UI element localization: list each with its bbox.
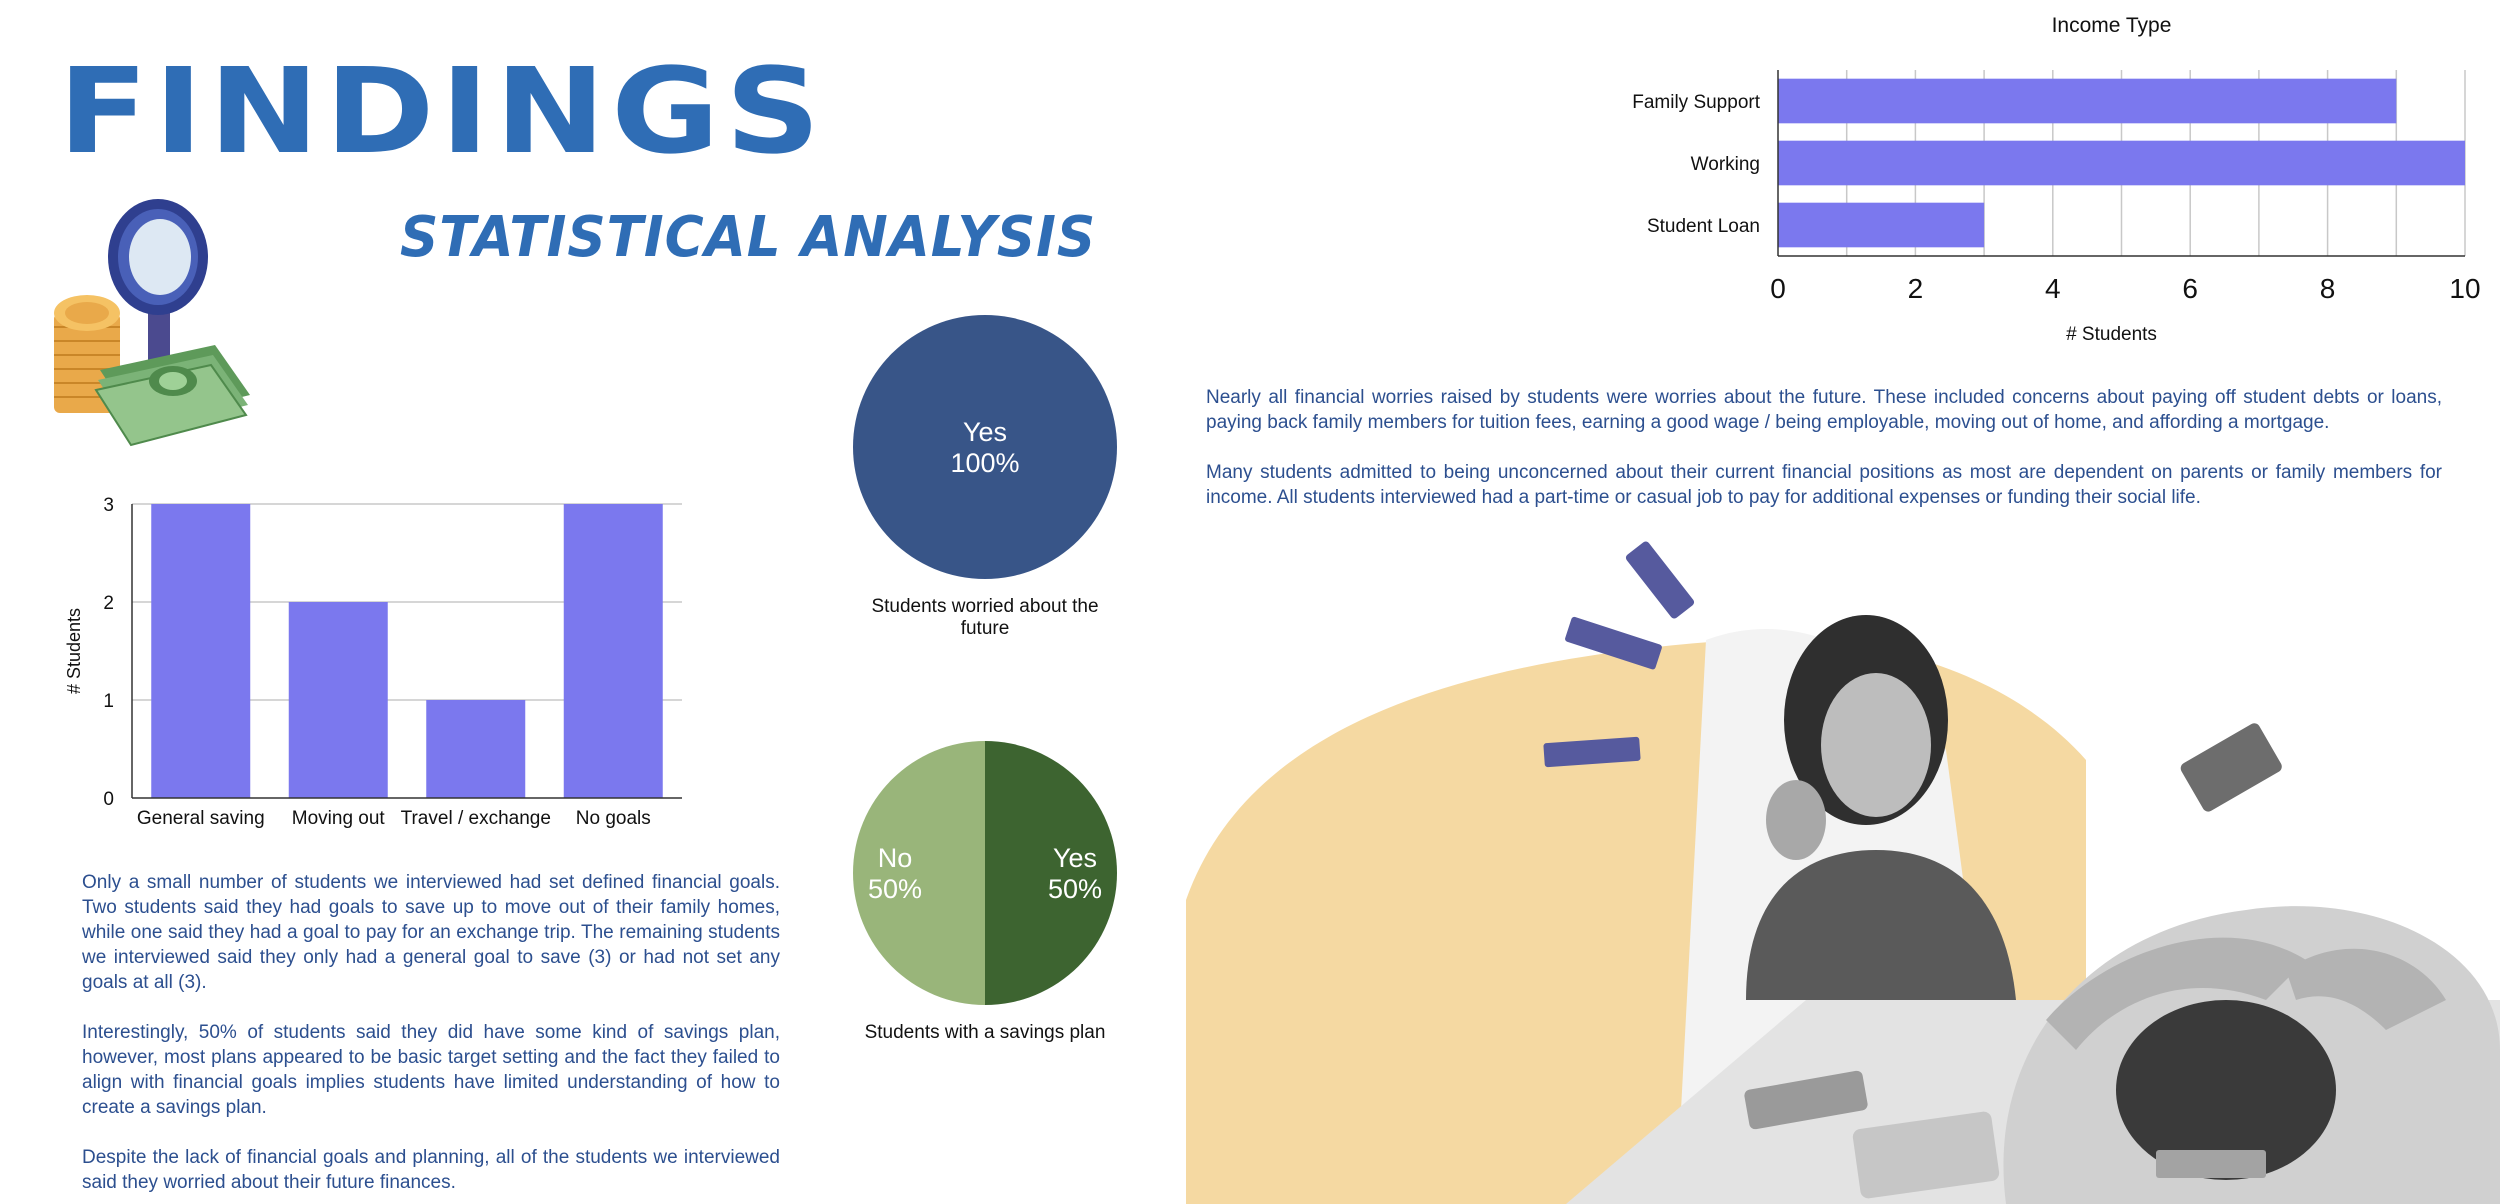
pie-slice-no xyxy=(853,741,985,1005)
paragraph-savings: Interestingly, 50% of students said they… xyxy=(82,1022,780,1118)
paragraph-goals: Only a small number of students we inter… xyxy=(82,872,780,993)
goals-bar xyxy=(288,602,388,798)
income-bar xyxy=(1778,78,2397,124)
income-x-tick: 2 xyxy=(1908,273,1924,304)
income-x-tick: 10 xyxy=(2449,273,2480,304)
pie-slice-label: No xyxy=(878,843,913,873)
goals-y-tick: 0 xyxy=(103,789,114,810)
goals-x-tick-label: Travel / exchange xyxy=(401,808,551,829)
income-y-tick-label: Family Support xyxy=(1632,92,1760,113)
worried-pie-caption: Students worried about the future xyxy=(871,596,1099,639)
income-chart-title: Income Type xyxy=(2052,14,2172,37)
right-text-block: Nearly all financial worries raised by s… xyxy=(1206,385,2442,510)
goals-x-tick-label: General saving xyxy=(137,808,265,829)
smartphone-icon xyxy=(1744,1070,1868,1130)
income-x-tick: 8 xyxy=(2320,273,2336,304)
income-bar xyxy=(1778,140,2465,186)
goals-y-axis-label: # Students xyxy=(64,608,84,694)
pie-slice-label: Yes xyxy=(1053,843,1097,873)
income-x-tick: 4 xyxy=(2045,273,2061,304)
goals-bar-chart: 0 1 2 3 General saving Moving out Travel / ex… xyxy=(64,495,682,829)
income-bar xyxy=(1778,202,1985,248)
goals-y-tick: 2 xyxy=(103,593,114,614)
income-y-tick-label: Working xyxy=(1691,154,1760,175)
goals-bar xyxy=(151,504,251,798)
credit-card-icon xyxy=(2156,1150,2266,1178)
income-x-tick: 6 xyxy=(2182,273,2198,304)
goals-y-tick: 1 xyxy=(103,691,114,712)
paragraph-current-position: Many students admitted to being unconcer… xyxy=(1206,462,2442,508)
accent-dash xyxy=(1565,616,1662,670)
credit-card-icon xyxy=(2180,723,2282,812)
coin-stack-icon xyxy=(54,295,120,413)
income-y-tick-label: Student Loan xyxy=(1647,216,1760,237)
person-woman xyxy=(1746,615,2016,1000)
page-title: FINDINGS xyxy=(58,42,827,180)
person-man xyxy=(2003,723,2500,1204)
goals-x-tick-label: Moving out xyxy=(292,808,386,829)
accent-dash xyxy=(1625,541,1695,619)
left-text-block: Only a small number of students we inter… xyxy=(82,870,780,1195)
magnifier-icon xyxy=(108,199,208,370)
income-x-axis-label: # Students xyxy=(2066,324,2157,345)
paragraph-future-worries: Nearly all financial worries raised by s… xyxy=(1206,387,2442,433)
goals-x-tick-label: No goals xyxy=(576,808,651,829)
income-x-tick: 0 xyxy=(1770,273,1786,304)
pie-slice-value: 50% xyxy=(1048,874,1102,904)
accent-dash xyxy=(1543,736,1641,768)
goals-bar xyxy=(563,504,663,798)
savings-pie-caption: Students with a savings plan xyxy=(864,1022,1106,1043)
pie-slice-label: Yes xyxy=(963,417,1007,447)
pie-slice-yes xyxy=(985,741,1117,1005)
stressed-students-photo xyxy=(1186,541,2500,1204)
cash-stack-icon xyxy=(94,345,250,447)
goals-y-tick: 3 xyxy=(103,495,114,516)
pie-slice-yes xyxy=(853,315,1117,579)
goals-bar xyxy=(426,700,526,798)
pie-slice-value: 100% xyxy=(950,448,1019,478)
finance-illustration xyxy=(54,199,250,447)
page-subtitle: STATISTICAL ANALYSIS xyxy=(400,205,1097,270)
paragraph-worries: Despite the lack of financial goals and … xyxy=(82,1147,780,1193)
income-bar-chart: Income Type 0 2 4 6 8 10 Family Support Workin… xyxy=(1632,14,2480,345)
calculator-icon xyxy=(1852,1111,2000,1199)
pie-slice-value: 50% xyxy=(868,874,922,904)
